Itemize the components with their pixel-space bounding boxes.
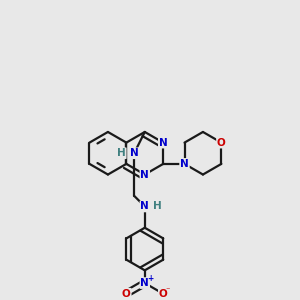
Text: H: H (117, 148, 126, 158)
Text: O: O (217, 138, 226, 148)
Text: +: + (148, 274, 154, 283)
Text: O: O (122, 289, 131, 299)
Text: N: N (180, 159, 189, 169)
Text: N: N (140, 278, 149, 288)
Text: N: N (140, 169, 149, 179)
Text: N: N (130, 148, 139, 158)
Text: ⁻: ⁻ (166, 285, 170, 294)
Text: H: H (153, 202, 162, 212)
Text: N: N (140, 202, 149, 212)
Text: N: N (159, 138, 168, 148)
Text: O: O (159, 289, 168, 299)
